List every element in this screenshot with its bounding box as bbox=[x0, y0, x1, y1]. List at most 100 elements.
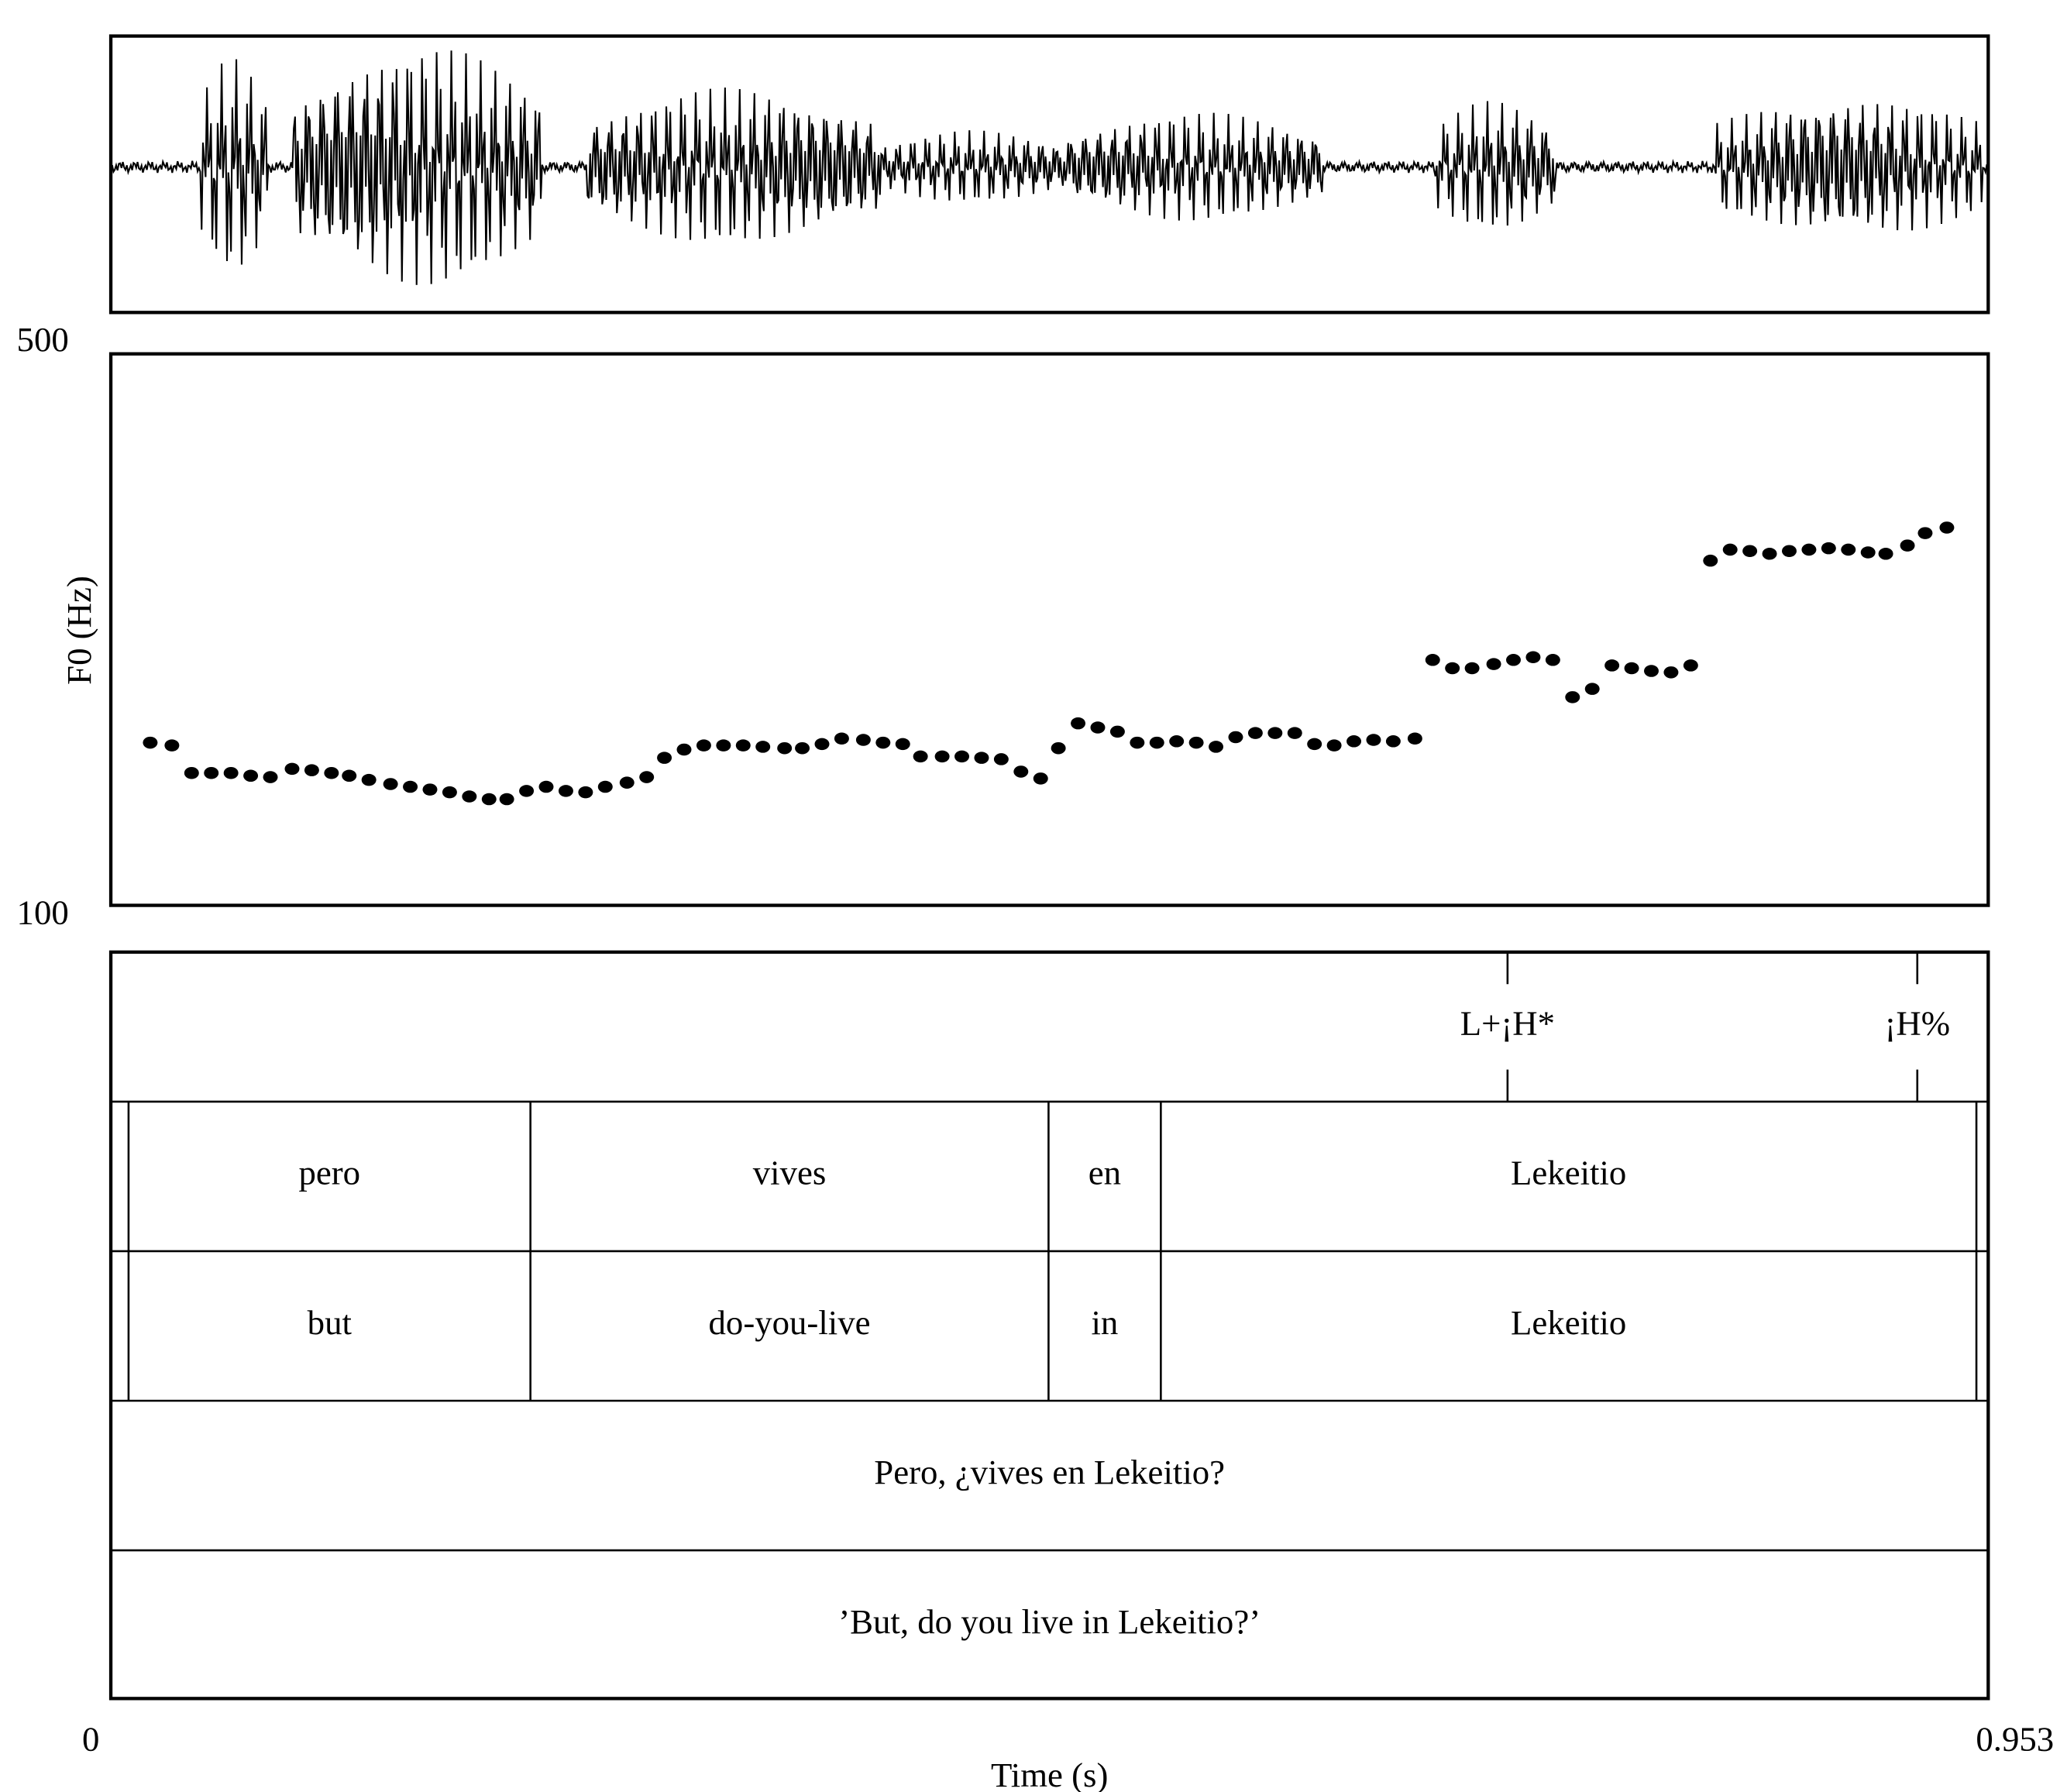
pitch-point bbox=[1900, 539, 1915, 552]
interval-label: but bbox=[308, 1303, 353, 1342]
pitch-point bbox=[462, 790, 477, 803]
pitch-point bbox=[1346, 735, 1362, 748]
y-tick-label: 100 bbox=[17, 893, 69, 932]
pitch-point bbox=[1464, 662, 1480, 675]
pitch-point bbox=[1860, 546, 1876, 559]
pitch-point bbox=[1385, 735, 1401, 748]
interval-label: pero bbox=[298, 1154, 360, 1192]
pitch-point bbox=[954, 750, 970, 763]
textgrid-frame bbox=[108, 950, 1990, 1701]
pitch-point bbox=[619, 776, 635, 789]
pitch-point bbox=[1130, 736, 1145, 749]
pitch-point bbox=[342, 769, 357, 782]
pitch-point bbox=[696, 739, 711, 752]
pitch-point bbox=[834, 732, 849, 745]
pitch-point bbox=[243, 769, 259, 782]
pitch-point bbox=[1407, 732, 1422, 745]
pitch-point bbox=[1878, 548, 1893, 560]
pitch-point bbox=[442, 786, 457, 799]
pitch-point bbox=[1090, 721, 1106, 734]
pitch-point bbox=[934, 750, 950, 763]
pitch-point bbox=[1506, 654, 1521, 666]
pitch-point bbox=[1722, 543, 1738, 556]
pitch-point bbox=[204, 766, 219, 779]
pitch-point bbox=[795, 741, 810, 755]
x-axis-title: Time (s) bbox=[991, 1756, 1108, 1792]
pitch-point bbox=[1033, 772, 1048, 785]
pitch-point bbox=[1247, 727, 1263, 739]
tier-label: Pero, ¿vives en Lekeitio? bbox=[874, 1453, 1225, 1491]
pitch-point bbox=[657, 752, 672, 764]
pitch-point bbox=[1604, 659, 1620, 672]
pitch-point bbox=[558, 785, 573, 797]
interval-label: do-you-live bbox=[709, 1303, 871, 1342]
interval-label: vives bbox=[753, 1154, 827, 1192]
pitch-point bbox=[1149, 736, 1164, 749]
pitch-point bbox=[383, 778, 398, 790]
pitch-point bbox=[597, 780, 613, 793]
pitch-point bbox=[974, 752, 989, 764]
pitch-point bbox=[324, 766, 339, 779]
waveform-frame bbox=[108, 34, 1990, 315]
pitch-point bbox=[499, 793, 514, 806]
pitch-point bbox=[1917, 527, 1933, 539]
pitch-point bbox=[223, 766, 239, 779]
pitch-point bbox=[716, 739, 731, 752]
x-tick-label: 0.953 bbox=[1976, 1720, 2054, 1759]
pitch-point bbox=[1703, 554, 1718, 567]
pitch-point bbox=[1188, 736, 1204, 749]
interval-label: en bbox=[1089, 1154, 1121, 1192]
pitch-point bbox=[1683, 659, 1698, 672]
pitch-point bbox=[403, 780, 418, 793]
pitch-point bbox=[1663, 666, 1679, 679]
pitch-point bbox=[1742, 545, 1758, 557]
interval-label: Lekeitio bbox=[1511, 1154, 1626, 1192]
pitch-point bbox=[1425, 654, 1440, 666]
pitch-point bbox=[1109, 725, 1125, 738]
pitch-point bbox=[1584, 683, 1600, 695]
x-tick-label: 0 bbox=[82, 1720, 99, 1759]
pitch-point bbox=[676, 743, 692, 756]
pitch-point bbox=[578, 786, 593, 799]
pitch-point bbox=[1486, 658, 1501, 670]
pitch-point bbox=[1287, 727, 1302, 739]
y-axis-title: F0 (Hz) bbox=[60, 576, 98, 685]
pitch-point bbox=[777, 741, 793, 755]
tier-label: ’But, do you live in Lekeitio?’ bbox=[838, 1602, 1260, 1641]
pitch-point bbox=[519, 785, 535, 797]
pitch-point bbox=[875, 736, 891, 749]
pitch-point bbox=[1801, 543, 1817, 556]
tone-label: L+¡H* bbox=[1460, 1004, 1555, 1043]
pitch-point bbox=[913, 750, 928, 763]
y-tick-label: 500 bbox=[17, 320, 69, 359]
pitch-point bbox=[481, 793, 497, 806]
pitch-point bbox=[304, 764, 319, 776]
pitch-point bbox=[1525, 651, 1541, 663]
pitch-point bbox=[735, 739, 751, 752]
pitch-point bbox=[855, 734, 871, 746]
pitch-point bbox=[1209, 741, 1224, 753]
pitch-point bbox=[143, 736, 158, 749]
pitch-point bbox=[164, 739, 180, 752]
pitch-point bbox=[1545, 654, 1560, 666]
pitch-point bbox=[1782, 545, 1797, 557]
waveform bbox=[111, 50, 1988, 285]
pitch-point bbox=[1565, 691, 1580, 703]
pitch-point bbox=[755, 741, 771, 753]
interval-label: in bbox=[1091, 1303, 1118, 1342]
pitch-point bbox=[422, 783, 438, 796]
pitch-point bbox=[284, 762, 300, 776]
pitch-point bbox=[895, 738, 910, 751]
pitch-point bbox=[1841, 543, 1856, 556]
pitch-point bbox=[639, 771, 655, 783]
pitch-point bbox=[1071, 717, 1086, 730]
pitch-point bbox=[1939, 521, 1955, 534]
pitch-point bbox=[1762, 548, 1777, 560]
pitch-point bbox=[993, 753, 1009, 765]
pitch-point bbox=[1267, 727, 1283, 739]
tone-label: ¡H% bbox=[1884, 1004, 1950, 1043]
pitch-point bbox=[1169, 735, 1185, 748]
pitch-frame bbox=[108, 352, 1990, 907]
pitch-point bbox=[1624, 662, 1639, 675]
